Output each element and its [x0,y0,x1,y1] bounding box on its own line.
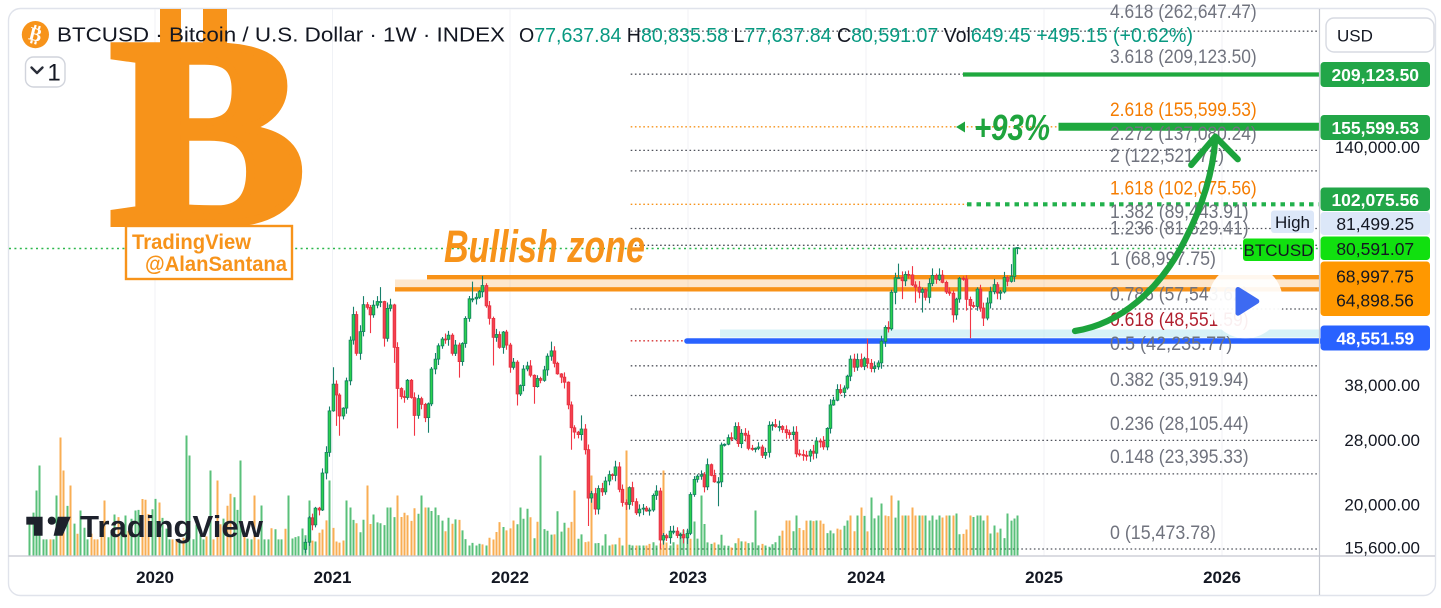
svg-text:15,600.00: 15,600.00 [1344,539,1420,558]
svg-text:28,000.00: 28,000.00 [1344,431,1420,450]
svg-text:64,898.56: 64,898.56 [1336,291,1414,311]
svg-text:1: 1 [47,60,60,87]
svg-text:0.236 (28,105.44): 0.236 (28,105.44) [1110,413,1249,435]
svg-text:209,123.50: 209,123.50 [1331,65,1419,85]
svg-text:20,000.00: 20,000.00 [1344,496,1420,515]
svg-text:2026: 2026 [1203,568,1241,587]
svg-text:TradingView: TradingView [132,230,251,254]
svg-text:102,075.56: 102,075.56 [1331,190,1419,210]
svg-text:2022: 2022 [491,568,529,587]
svg-text:+93%: +93% [974,107,1050,148]
svg-text:1 (68,997.75): 1 (68,997.75) [1110,248,1216,270]
svg-text:Bullish zone: Bullish zone [444,221,645,272]
svg-text:4.618 (262,647.47): 4.618 (262,647.47) [1110,1,1257,23]
svg-text:0.148 (23,395.33): 0.148 (23,395.33) [1110,446,1249,468]
svg-text:140,000.00: 140,000.00 [1335,138,1420,157]
svg-text:2.272 (137,080.24): 2.272 (137,080.24) [1110,123,1257,145]
svg-text:1.236 (81,629.41): 1.236 (81,629.41) [1110,218,1249,240]
svg-text:38,000.00: 38,000.00 [1344,376,1420,395]
svg-text:TradingView: TradingView [80,510,263,544]
svg-text:USD: USD [1337,26,1373,45]
svg-text:2.618 (155,599.53): 2.618 (155,599.53) [1110,99,1257,121]
svg-text:High: High [1275,213,1310,232]
svg-text:80,591.07: 80,591.07 [1336,239,1414,259]
svg-text:2025: 2025 [1025,568,1063,587]
svg-text:2023: 2023 [669,568,707,587]
svg-text:68,997.75: 68,997.75 [1336,267,1414,287]
svg-text:48,551.59: 48,551.59 [1336,329,1414,349]
svg-text:BTCUSD · Bitcoin / U.S. Dollar: BTCUSD · Bitcoin / U.S. Dollar · 1W · IN… [57,24,505,47]
svg-text:155,599.53: 155,599.53 [1331,118,1419,138]
svg-text:0.5 (42,235.77): 0.5 (42,235.77) [1110,333,1232,355]
svg-text:3.618 (209,123.50): 3.618 (209,123.50) [1110,46,1257,68]
svg-text:81,499.25: 81,499.25 [1336,214,1414,234]
svg-text:0.382 (35,919.94): 0.382 (35,919.94) [1110,369,1249,391]
svg-text:1.618 (102,075.56): 1.618 (102,075.56) [1110,178,1257,200]
svg-text:2021: 2021 [314,568,352,587]
svg-text:O77,637.84 H80,835.58 L77,637.: O77,637.84 H80,835.58 L77,637.84 C80,591… [519,24,1193,47]
svg-text:2020: 2020 [136,568,174,587]
svg-text:0 (15,473.78): 0 (15,473.78) [1110,522,1216,544]
svg-text:1.382 (89,443.91): 1.382 (89,443.91) [1110,201,1249,223]
svg-text:2024: 2024 [847,568,885,587]
svg-text:@AlanSantana: @AlanSantana [145,252,288,276]
svg-text:BTCUSD: BTCUSD [1244,241,1314,260]
